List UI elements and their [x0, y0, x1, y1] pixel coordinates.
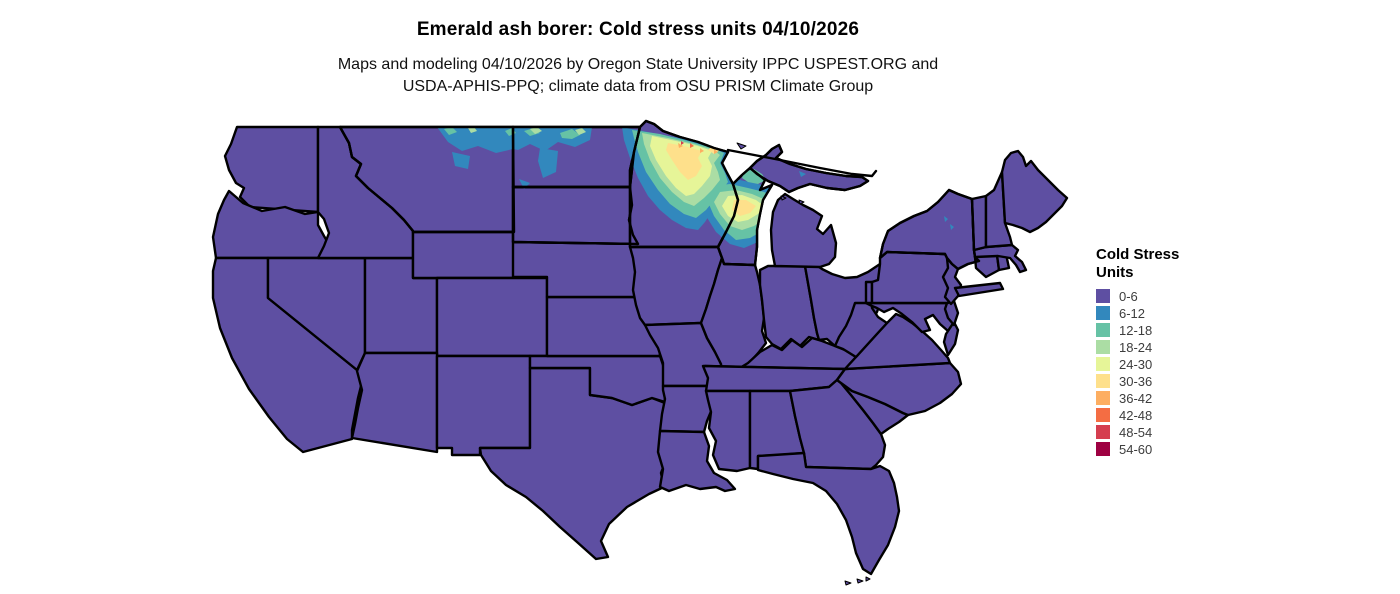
- legend-swatch: [1096, 340, 1110, 354]
- legend-swatch: [1096, 408, 1110, 422]
- coldstress-green-mt-speck: [468, 127, 477, 133]
- coldstress-blob-montana: [437, 127, 513, 153]
- state-wyoming: [411, 230, 518, 280]
- legend-entries: 0-6 6-12 12-18 18-24 24-30 30-36 36-42 42-48 48-…: [1096, 288, 1216, 457]
- coldstress-speck-north-dakota: [519, 179, 530, 189]
- legend-title: Cold Stress Units: [1096, 246, 1216, 282]
- coldstress-blob-montana-2: [452, 152, 470, 169]
- coldstress-orange-dot-2: [700, 148, 704, 153]
- long-island: [953, 281, 1005, 298]
- coldstress-yellow-minnesota: [666, 143, 702, 180]
- legend-swatch: [1096, 357, 1110, 371]
- legend-label: 12-18: [1119, 322, 1153, 338]
- figure-header: Emerald ash borer: Cold stress units 04/…: [0, 0, 1276, 98]
- legend-swatch: [1096, 306, 1110, 320]
- legend-title-line-2: Units: [1096, 264, 1134, 281]
- coldstress-teal-nd-speck: [560, 129, 580, 139]
- coldstress-green-nd-speck: [530, 127, 542, 134]
- legend-label: 42-48: [1119, 407, 1153, 423]
- legend-swatch: [1096, 442, 1110, 456]
- legend-swatch: [1096, 425, 1110, 439]
- legend-entry: 48-54: [1096, 424, 1216, 440]
- legend-entry: 0-6: [1096, 288, 1216, 304]
- legend-swatch: [1096, 374, 1110, 388]
- coldstress-teal-up: [742, 169, 766, 184]
- subtitle-line-1: Maps and modeling 04/10/2026 by Oregon S…: [337, 56, 939, 73]
- legend-label: 48-54: [1119, 424, 1153, 440]
- coldstress-green-nd-speck-2: [575, 128, 586, 135]
- coldstress-orange-dot: [678, 143, 683, 148]
- state-colorado: [435, 276, 549, 358]
- legend-title-line-1: Cold Stress: [1096, 246, 1180, 263]
- coldstress-speck-adirondacks: [944, 216, 948, 222]
- florida-keys: [844, 580, 852, 586]
- figure-subtitle: Maps and modeling 04/10/2026 by Oregon S…: [0, 54, 1276, 98]
- state-michigan-lower-peninsula: [769, 192, 838, 269]
- canada-border-lake-superior: [726, 148, 878, 178]
- isle-royale: [736, 142, 747, 150]
- legend-label: 54-60: [1119, 441, 1153, 457]
- state-south-dakota: [511, 185, 640, 246]
- state-shapes: [211, 119, 1069, 586]
- legend-label: 36-42: [1119, 390, 1153, 406]
- state-florida: [756, 451, 901, 576]
- coldstress-orange-dot-3: [714, 149, 718, 154]
- legend-label: 6-12: [1119, 305, 1146, 321]
- coldstress-speck-adirondacks-2: [950, 224, 954, 230]
- state-connecticut: [973, 253, 1001, 279]
- legend-label: 0-6: [1119, 288, 1138, 304]
- coldstress-deep-orange-dot: [690, 143, 694, 148]
- coldstress-blob-north-dakota-2: [538, 148, 558, 178]
- legend-entry: 42-48: [1096, 407, 1216, 423]
- state-pennsylvania: [870, 250, 955, 305]
- legend-entry: 36-42: [1096, 390, 1216, 406]
- subtitle-line-2: USDA-APHIS-PPQ; climate data from OSU PR…: [402, 78, 874, 95]
- legend-entry: 30-36: [1096, 373, 1216, 389]
- northern-state-borders: [338, 119, 981, 271]
- legend-label: 18-24: [1119, 339, 1153, 355]
- state-new-mexico: [435, 354, 532, 457]
- state-mississippi: [704, 389, 752, 473]
- legend-entry: 6-12: [1096, 305, 1216, 321]
- florida-keys-3: [865, 576, 871, 582]
- legend-entry: 54-60: [1096, 441, 1216, 457]
- straits-island: [780, 195, 787, 201]
- legend-entry: 24-30: [1096, 356, 1216, 372]
- legend-swatch: [1096, 289, 1110, 303]
- coldstress-red-dot: [681, 141, 684, 145]
- map-legend: Cold Stress Units 0-6 6-12 12-18 18-24 24-30…: [1096, 246, 1216, 457]
- legend-entry: 18-24: [1096, 339, 1216, 355]
- state-arizona: [350, 351, 439, 454]
- legend-entry: 12-18: [1096, 322, 1216, 338]
- florida-keys-2: [856, 578, 864, 584]
- legend-swatch: [1096, 323, 1110, 337]
- legend-label: 24-30: [1119, 356, 1153, 372]
- coldstress-teal-mt-speck: [444, 127, 457, 135]
- state-maine: [1000, 149, 1069, 234]
- legend-swatch: [1096, 391, 1110, 405]
- straits-island-2: [798, 199, 805, 205]
- coldstress-speck-up-3: [799, 171, 806, 177]
- page-title: Emerald ash borer: Cold stress units 04/…: [416, 19, 860, 40]
- legend-label: 30-36: [1119, 373, 1153, 389]
